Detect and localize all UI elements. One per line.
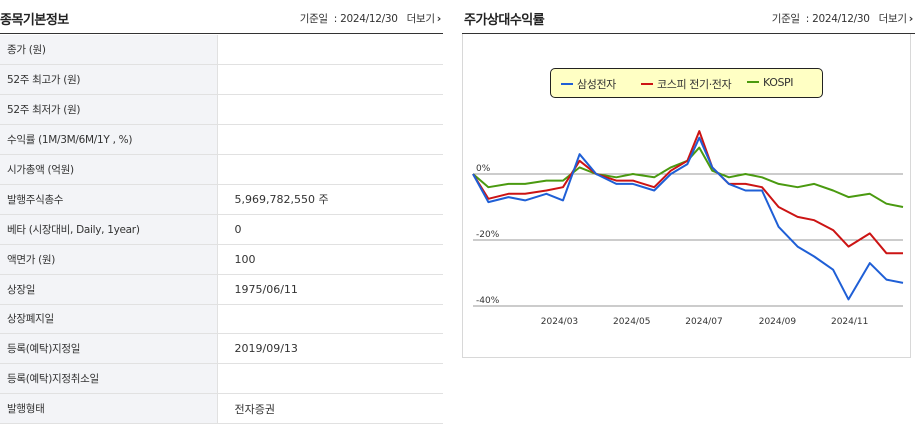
legend-item[interactable]: KOSPI — [747, 76, 794, 89]
more-label[interactable]: 더보기 — [406, 13, 435, 25]
legend-swatch — [747, 81, 759, 83]
info-row-value: 2019/09/13 — [217, 333, 443, 365]
info-row-label: 상장폐지일 — [0, 304, 218, 335]
y-tick-label: -40% — [476, 296, 500, 306]
info-row-value — [217, 304, 443, 335]
x-tick-label: 2024/09 — [759, 317, 797, 327]
info-row-label: 발행형태 — [0, 393, 218, 425]
chart-svg: 0% -20% -40% 2024/03 2024/05 2024/07 2024/09 20… — [472, 130, 904, 327]
info-row: 시가총액 (억원) — [0, 154, 443, 185]
info-row: 52주 최저가 (원) — [0, 94, 443, 126]
info-row-label: 종가 (원) — [0, 35, 218, 66]
x-tick-label: 2024/03 — [541, 317, 578, 327]
relative-return-panel: 주가상대수익률 기준일: 2024/12/30 더보기 › 0% -20% -40% 2… — [462, 0, 915, 434]
legend-swatch — [641, 83, 653, 85]
info-row-label: 베타 (시장대비, Daily, 1year) — [0, 214, 218, 245]
more-label[interactable]: 더보기 — [878, 13, 907, 25]
base-date-label: 기준일 — [771, 13, 800, 25]
info-row-value: 5,969,782,550 주 — [217, 184, 443, 215]
base-date-colon: : — [805, 13, 810, 25]
info-row-label: 액면가 (원) — [0, 244, 218, 275]
info-row: 등록(예탁)지정일 2019/09/13 — [0, 333, 443, 365]
base-date-colon: : — [333, 13, 338, 25]
legend-label: KOSPI — [763, 76, 794, 89]
base-date-label: 기준일 — [299, 13, 328, 25]
info-row: 수익률 (1M/3M/6M/1Y , %) — [0, 124, 443, 156]
info-row: 상장폐지일 — [0, 304, 443, 335]
more-link[interactable]: 더보기 › — [878, 12, 914, 25]
info-row: 등록(예탁)지정취소일 — [0, 363, 443, 395]
legend-label: 삼성전자 — [577, 78, 616, 91]
legend-item[interactable]: 코스피 전기·전자 — [641, 76, 732, 92]
info-row: 발행형태 전자증권 — [0, 393, 443, 425]
info-row-label: 52주 최고가 (원) — [0, 64, 218, 96]
info-row-value — [217, 64, 443, 96]
info-row-label: 등록(예탁)지정취소일 — [0, 363, 218, 395]
series-line-0 — [472, 136, 904, 301]
chevron-right-icon[interactable]: › — [436, 12, 442, 25]
legend-item[interactable]: 삼성전자 — [561, 76, 616, 92]
series-line-2 — [472, 146, 904, 208]
info-row-label: 상장일 — [0, 274, 218, 305]
info-row: 상장일 1975/06/11 — [0, 274, 443, 305]
basic-info-table: 종가 (원) 52주 최고가 (원) 52주 최저가 (원) 수익률 (1M/3M/6… — [0, 35, 443, 425]
info-row: 종가 (원) — [0, 35, 443, 66]
info-row-value — [217, 124, 443, 156]
basic-info-header: 종목기본정보 기준일: 2024/12/30 더보기 › — [0, 0, 443, 34]
x-tick-label: 2024/11 — [831, 317, 868, 327]
info-row: 발행주식총수 5,969,782,550 주 — [0, 184, 443, 215]
legend-label: 코스피 전기·전자 — [657, 78, 732, 91]
basic-info-date-bar: 기준일: 2024/12/30 더보기 › — [299, 11, 442, 26]
info-row-value: 1975/06/11 — [217, 274, 443, 305]
info-row-label: 발행주식총수 — [0, 184, 218, 215]
relative-return-date-bar: 기준일: 2024/12/30 더보기 › — [771, 11, 914, 26]
x-tick-label: 2024/07 — [685, 317, 722, 327]
info-row-label: 52주 최저가 (원) — [0, 94, 218, 126]
info-row-label: 등록(예탁)지정일 — [0, 333, 218, 365]
info-row-value — [217, 35, 443, 66]
info-row-label: 수익률 (1M/3M/6M/1Y , %) — [0, 124, 218, 156]
info-row-label: 시가총액 (억원) — [0, 154, 218, 185]
series-line-1 — [472, 130, 903, 255]
info-row: 52주 최고가 (원) — [0, 64, 443, 96]
y-tick-label: -20% — [476, 230, 500, 240]
relative-return-header: 주가상대수익률 기준일: 2024/12/30 더보기 › — [462, 0, 915, 34]
legend-swatch — [561, 83, 573, 85]
info-row-value — [217, 94, 443, 126]
basic-info-panel: 종목기본정보 기준일: 2024/12/30 더보기 › 종가 (원) 52주 최고… — [0, 0, 443, 434]
info-row-value: 100 — [217, 244, 443, 275]
base-date-value: 2024/12/30 — [340, 13, 398, 25]
info-row-value — [217, 154, 443, 185]
y-tick-label: 0% — [476, 164, 491, 174]
info-row-value: 전자증권 — [217, 393, 443, 425]
info-row-value: 0 — [217, 214, 443, 245]
more-link[interactable]: 더보기 › — [406, 12, 442, 25]
info-row: 베타 (시장대비, Daily, 1year) 0 — [0, 214, 443, 245]
info-row: 액면가 (원) 100 — [0, 244, 443, 275]
x-tick-label: 2024/05 — [613, 317, 650, 327]
chevron-right-icon[interactable]: › — [908, 12, 914, 25]
relative-return-title: 주가상대수익률 — [464, 13, 545, 28]
relative-return-chart: 0% -20% -40% 2024/03 2024/05 2024/07 2024/09 20… — [462, 34, 911, 358]
info-row-value — [217, 363, 443, 395]
chart-legend: 삼성전자 코스피 전기·전자 KOSPI — [550, 68, 823, 98]
base-date-value: 2024/12/30 — [812, 13, 870, 25]
basic-info-title: 종목기본정보 — [0, 13, 69, 28]
